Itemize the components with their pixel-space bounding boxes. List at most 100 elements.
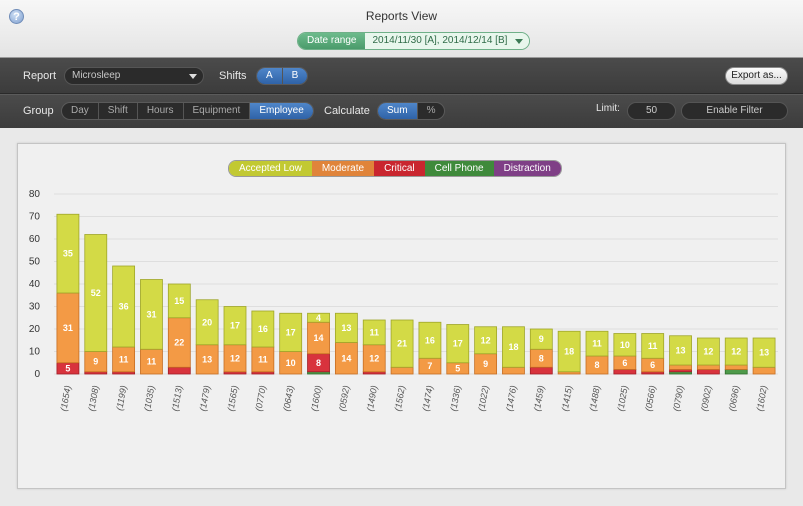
date-range-selector[interactable]: Date range 2014/11/30 [A], 2014/12/14 [B…: [297, 32, 531, 50]
bar-data-label: 8: [539, 353, 544, 363]
bar-data-label: 12: [703, 347, 713, 357]
bar-data-label: 5: [455, 363, 460, 373]
x-tick-label: (1035): [142, 385, 156, 412]
bar-segment-accepted-low: [167, 283, 191, 319]
bar-segment-critical: [613, 369, 637, 375]
x-tick-label: (1479): [198, 385, 212, 412]
x-tick-label: (1476): [504, 385, 518, 412]
bar-segment-moderate: [669, 364, 692, 370]
x-tick-label: (1199): [114, 385, 128, 412]
bar-segment-accepted-low: [752, 337, 776, 368]
bar-data-label: 13: [676, 345, 686, 355]
y-tick-label: 20: [29, 324, 41, 335]
x-tick-label: (1600): [309, 385, 323, 412]
bar-segment-moderate: [502, 366, 525, 375]
bar-data-label: 13: [759, 348, 769, 358]
chevron-down-icon[interactable]: [515, 38, 524, 44]
y-tick-label: 60: [29, 234, 41, 245]
bar-data-label: 36: [119, 302, 129, 312]
bar-segment-accepted-low: [724, 337, 748, 366]
report-select[interactable]: Microsleep: [64, 67, 204, 85]
bar-data-label: 31: [146, 309, 156, 319]
x-tick-label: (1474): [421, 385, 435, 412]
group-shift-button[interactable]: Shift: [99, 103, 138, 119]
group-day-button[interactable]: Day: [62, 103, 99, 119]
calculate-sum-button[interactable]: Sum: [378, 103, 418, 119]
report-toolbar: Report Microsleep Shifts A B Export as..…: [0, 58, 803, 94]
bar-data-label: 31: [63, 323, 73, 333]
bar-data-label: 6: [622, 358, 627, 368]
group-employee-button[interactable]: Employee: [250, 103, 313, 119]
x-tick-label: (1654): [59, 385, 73, 412]
legend-item-distraction[interactable]: Distraction: [493, 161, 561, 176]
bar-data-label: 21: [397, 339, 407, 349]
legend-item-moderate[interactable]: Moderate: [311, 161, 375, 176]
help-icon[interactable]: ?: [9, 9, 24, 24]
bar-data-label: 6: [650, 360, 655, 370]
y-tick-label: 0: [34, 369, 40, 380]
bar-data-label: 17: [286, 327, 296, 337]
shift-a-button[interactable]: A: [257, 68, 283, 84]
bar-data-label: 52: [91, 288, 101, 298]
bar-segment-accepted-low: [502, 326, 525, 368]
bar-data-label: 22: [174, 338, 184, 348]
x-tick-label: (1565): [226, 385, 240, 412]
bar-data-label: 11: [119, 354, 129, 364]
bar-segment-moderate: [390, 366, 414, 375]
bar-segment-accepted-low: [390, 319, 414, 368]
window-title: Reports View: [365, 9, 438, 23]
bar-data-label: 11: [592, 339, 602, 349]
bar-segment-accepted-low: [669, 335, 692, 366]
x-tick-label: (0592): [337, 385, 351, 412]
bar-data-label: 35: [63, 249, 73, 259]
bar-segment-accepted-low: [307, 312, 330, 323]
bar-data-label: 11: [648, 341, 658, 351]
bar-segment-accepted-low: [418, 321, 442, 359]
bar-data-label: 13: [341, 323, 351, 333]
bar-data-label: 11: [147, 357, 157, 367]
legend-item-critical[interactable]: Critical: [374, 161, 425, 176]
bar-data-label: 10: [620, 340, 630, 350]
bar-segment-cell-phone: [724, 369, 748, 375]
bar-data-label: 20: [202, 317, 212, 327]
export-button[interactable]: Export as...: [725, 67, 788, 85]
bar-segment-accepted-low: [112, 265, 136, 348]
bar-data-label: 12: [481, 335, 491, 345]
report-select-value: Microsleep: [72, 70, 121, 81]
bar-segment-critical: [529, 366, 553, 375]
stacked-bar-chart: 0 10 20 30 40 50 60 70 80 5 31 35 (1654) 9 52 (1308) 11 3…: [29, 189, 778, 412]
group-label: Group: [23, 105, 54, 117]
bar-data-label: 15: [174, 296, 184, 306]
group-equipment-button[interactable]: Equipment: [184, 103, 251, 119]
bar-data-label: 8: [594, 360, 599, 370]
legend-item-cell-phone[interactable]: Cell Phone: [424, 161, 494, 176]
date-range-value[interactable]: 2014/11/30 [A], 2014/12/14 [B]: [365, 33, 530, 49]
bar-segment-critical: [696, 369, 720, 375]
enable-filter-button[interactable]: Enable Filter: [681, 102, 788, 120]
bar-segment-accepted-low: [585, 330, 609, 357]
x-tick-label: (0790): [671, 385, 685, 412]
bar-data-label: 8: [316, 358, 321, 368]
bar-data-label: 9: [539, 334, 544, 344]
x-tick-label: (0643): [281, 385, 295, 412]
bar-segment-accepted-low: [223, 306, 247, 346]
y-tick-label: 40: [29, 279, 41, 290]
chart-panel: Accepted Low Moderate Critical Cell Phon…: [17, 143, 786, 489]
shifts-toggle: A B: [256, 67, 309, 85]
legend-item-accepted-low[interactable]: Accepted Low: [229, 161, 312, 176]
group-hours-button[interactable]: Hours: [138, 103, 184, 119]
bar-segment-moderate: [696, 364, 720, 370]
bar-segment-accepted-low: [529, 328, 553, 350]
calculate-label: Calculate: [324, 105, 370, 117]
calculate-percent-button[interactable]: %: [426, 105, 436, 116]
chevron-down-icon: [189, 74, 197, 79]
limit-input[interactable]: 50: [627, 102, 676, 120]
bar-segment-accepted-low: [446, 324, 470, 364]
x-tick-label: (0902): [699, 385, 713, 412]
bar-data-label: 16: [425, 335, 435, 345]
y-tick-label: 30: [29, 302, 41, 313]
bar-segment-accepted-low: [195, 299, 219, 346]
bar-segment-accepted-low: [641, 333, 665, 359]
shift-b-button[interactable]: B: [282, 68, 308, 84]
bar-segment-accepted-low: [696, 337, 720, 366]
